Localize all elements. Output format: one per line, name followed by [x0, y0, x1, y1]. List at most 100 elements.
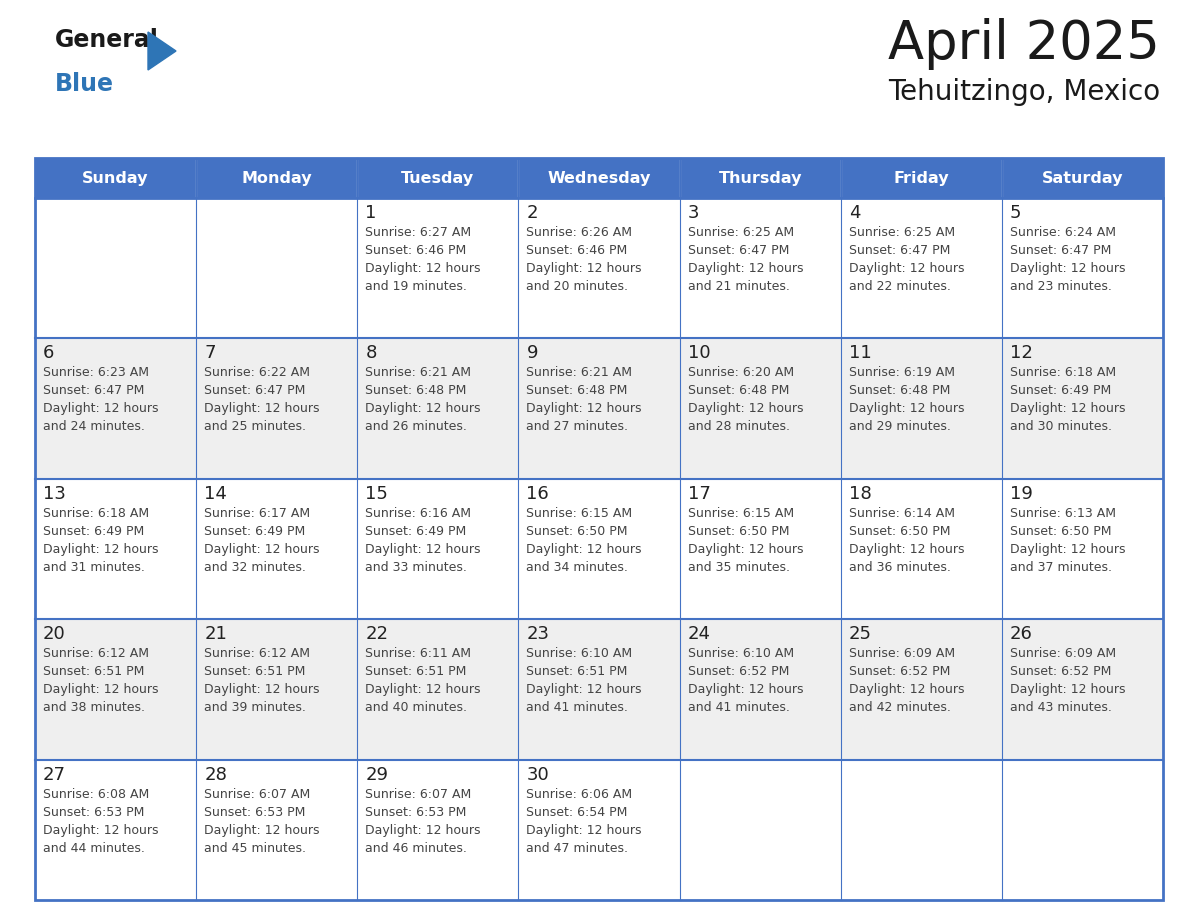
- Bar: [680, 158, 841, 198]
- Text: Daylight: 12 hours: Daylight: 12 hours: [526, 262, 642, 275]
- Text: Daylight: 12 hours: Daylight: 12 hours: [204, 543, 320, 555]
- Text: 23: 23: [526, 625, 549, 644]
- Text: Thursday: Thursday: [719, 171, 802, 185]
- Text: Daylight: 12 hours: Daylight: 12 hours: [204, 402, 320, 416]
- Text: Sunset: 6:47 PM: Sunset: 6:47 PM: [204, 385, 305, 397]
- Text: Daylight: 12 hours: Daylight: 12 hours: [365, 402, 481, 416]
- Bar: [196, 620, 358, 759]
- Bar: [518, 479, 680, 620]
- Bar: [680, 759, 841, 900]
- Bar: [680, 620, 841, 759]
- Text: Sunrise: 6:15 AM: Sunrise: 6:15 AM: [526, 507, 632, 520]
- Text: 15: 15: [365, 485, 388, 503]
- Text: Sunset: 6:47 PM: Sunset: 6:47 PM: [1010, 244, 1111, 257]
- Text: Daylight: 12 hours: Daylight: 12 hours: [43, 683, 158, 696]
- Text: Sunset: 6:49 PM: Sunset: 6:49 PM: [204, 525, 305, 538]
- Text: and 25 minutes.: and 25 minutes.: [204, 420, 307, 433]
- Text: 7: 7: [204, 344, 216, 363]
- Text: Sunrise: 6:10 AM: Sunrise: 6:10 AM: [688, 647, 794, 660]
- Text: 13: 13: [43, 485, 65, 503]
- Text: Sunrise: 6:13 AM: Sunrise: 6:13 AM: [1010, 507, 1116, 520]
- Text: Sunrise: 6:09 AM: Sunrise: 6:09 AM: [1010, 647, 1116, 660]
- Bar: [196, 158, 358, 198]
- Text: Daylight: 12 hours: Daylight: 12 hours: [204, 683, 320, 696]
- Text: Daylight: 12 hours: Daylight: 12 hours: [1010, 683, 1125, 696]
- Bar: [518, 158, 680, 198]
- Text: Daylight: 12 hours: Daylight: 12 hours: [526, 823, 642, 836]
- Text: 17: 17: [688, 485, 710, 503]
- Text: Sunset: 6:46 PM: Sunset: 6:46 PM: [526, 244, 627, 257]
- Text: and 40 minutes.: and 40 minutes.: [365, 701, 467, 714]
- Text: 1: 1: [365, 204, 377, 222]
- Text: Daylight: 12 hours: Daylight: 12 hours: [204, 823, 320, 836]
- Text: 4: 4: [848, 204, 860, 222]
- Text: Wednesday: Wednesday: [548, 171, 651, 185]
- Text: Daylight: 12 hours: Daylight: 12 hours: [365, 543, 481, 555]
- Bar: [34, 158, 1163, 900]
- Text: 22: 22: [365, 625, 388, 644]
- Text: Sunset: 6:49 PM: Sunset: 6:49 PM: [1010, 385, 1111, 397]
- Text: Sunrise: 6:06 AM: Sunrise: 6:06 AM: [526, 788, 632, 800]
- Text: Daylight: 12 hours: Daylight: 12 hours: [688, 262, 803, 275]
- Text: Blue: Blue: [55, 72, 114, 96]
- Text: Sunrise: 6:08 AM: Sunrise: 6:08 AM: [43, 788, 150, 800]
- Text: 6: 6: [43, 344, 55, 363]
- Text: Sunset: 6:48 PM: Sunset: 6:48 PM: [365, 385, 467, 397]
- Text: Sunset: 6:49 PM: Sunset: 6:49 PM: [365, 525, 467, 538]
- Text: Sunrise: 6:14 AM: Sunrise: 6:14 AM: [848, 507, 955, 520]
- Bar: [358, 339, 518, 479]
- Text: Sunrise: 6:21 AM: Sunrise: 6:21 AM: [365, 366, 472, 379]
- Text: Sunset: 6:51 PM: Sunset: 6:51 PM: [204, 666, 305, 678]
- Text: and 26 minutes.: and 26 minutes.: [365, 420, 467, 433]
- Text: Daylight: 12 hours: Daylight: 12 hours: [1010, 543, 1125, 555]
- Bar: [1001, 339, 1163, 479]
- Text: Sunset: 6:51 PM: Sunset: 6:51 PM: [365, 666, 467, 678]
- Text: and 33 minutes.: and 33 minutes.: [365, 561, 467, 574]
- Text: Daylight: 12 hours: Daylight: 12 hours: [526, 402, 642, 416]
- Text: and 38 minutes.: and 38 minutes.: [43, 701, 145, 714]
- Text: Sunrise: 6:10 AM: Sunrise: 6:10 AM: [526, 647, 632, 660]
- Text: Sunset: 6:53 PM: Sunset: 6:53 PM: [43, 806, 145, 819]
- Text: and 23 minutes.: and 23 minutes.: [1010, 280, 1112, 293]
- Text: Sunrise: 6:18 AM: Sunrise: 6:18 AM: [43, 507, 150, 520]
- Bar: [518, 620, 680, 759]
- Text: Sunset: 6:53 PM: Sunset: 6:53 PM: [365, 806, 467, 819]
- Text: Sunrise: 6:24 AM: Sunrise: 6:24 AM: [1010, 226, 1116, 239]
- Text: Tuesday: Tuesday: [402, 171, 474, 185]
- Bar: [34, 620, 196, 759]
- Bar: [358, 479, 518, 620]
- Text: and 19 minutes.: and 19 minutes.: [365, 280, 467, 293]
- Text: Sunrise: 6:12 AM: Sunrise: 6:12 AM: [43, 647, 148, 660]
- Text: Sunset: 6:47 PM: Sunset: 6:47 PM: [848, 244, 950, 257]
- Text: Friday: Friday: [893, 171, 949, 185]
- Text: and 37 minutes.: and 37 minutes.: [1010, 561, 1112, 574]
- Text: 19: 19: [1010, 485, 1032, 503]
- Bar: [358, 198, 518, 339]
- Text: Sunset: 6:50 PM: Sunset: 6:50 PM: [1010, 525, 1111, 538]
- Bar: [34, 479, 196, 620]
- Text: and 42 minutes.: and 42 minutes.: [848, 701, 950, 714]
- Text: Daylight: 12 hours: Daylight: 12 hours: [526, 683, 642, 696]
- Bar: [358, 759, 518, 900]
- Text: and 24 minutes.: and 24 minutes.: [43, 420, 145, 433]
- Bar: [680, 198, 841, 339]
- Text: Sunset: 6:46 PM: Sunset: 6:46 PM: [365, 244, 467, 257]
- Text: Daylight: 12 hours: Daylight: 12 hours: [43, 823, 158, 836]
- Text: Daylight: 12 hours: Daylight: 12 hours: [526, 543, 642, 555]
- Text: 14: 14: [204, 485, 227, 503]
- Polygon shape: [148, 32, 176, 70]
- Text: 10: 10: [688, 344, 710, 363]
- Text: Sunset: 6:53 PM: Sunset: 6:53 PM: [204, 806, 305, 819]
- Text: and 35 minutes.: and 35 minutes.: [688, 561, 790, 574]
- Text: Daylight: 12 hours: Daylight: 12 hours: [848, 262, 965, 275]
- Text: 24: 24: [688, 625, 710, 644]
- Bar: [1001, 759, 1163, 900]
- Bar: [1001, 620, 1163, 759]
- Bar: [1001, 198, 1163, 339]
- Bar: [841, 759, 1001, 900]
- Bar: [841, 479, 1001, 620]
- Text: Sunrise: 6:20 AM: Sunrise: 6:20 AM: [688, 366, 794, 379]
- Text: Daylight: 12 hours: Daylight: 12 hours: [365, 823, 481, 836]
- Text: Monday: Monday: [241, 171, 312, 185]
- Text: Sunrise: 6:22 AM: Sunrise: 6:22 AM: [204, 366, 310, 379]
